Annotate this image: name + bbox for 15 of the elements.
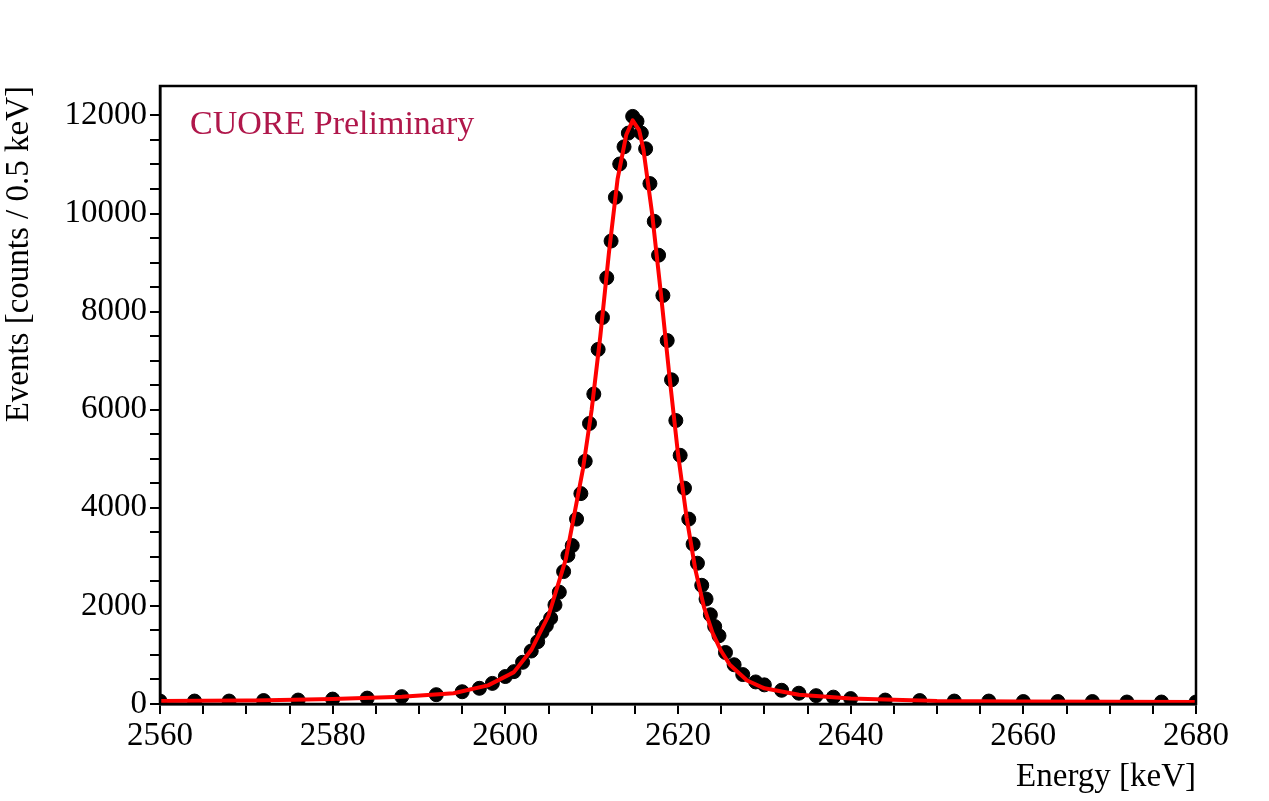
x-axis-title: Energy [keV] [1016, 756, 1196, 793]
x-tick-label: 2600 [472, 716, 539, 753]
y-tick-label: 8000 [81, 291, 147, 328]
x-tick-label: 2660 [990, 716, 1057, 753]
annotation: CUORE Preliminary [190, 103, 475, 141]
y-tick-label: 2000 [81, 585, 147, 622]
y-tick-label: 6000 [81, 389, 147, 426]
x-tick-label: 2640 [817, 716, 884, 753]
y-tick-label: 4000 [81, 487, 147, 524]
x-tick-label: 2620 [645, 716, 711, 753]
x-tick-label: 2680 [1163, 716, 1229, 753]
y-axis-title: Events [counts / 0.5 keV] [0, 86, 36, 423]
y-tick-label: 10000 [64, 193, 147, 230]
x-tick-label: 2580 [299, 716, 366, 753]
y-tick-label: 12000 [64, 95, 147, 132]
